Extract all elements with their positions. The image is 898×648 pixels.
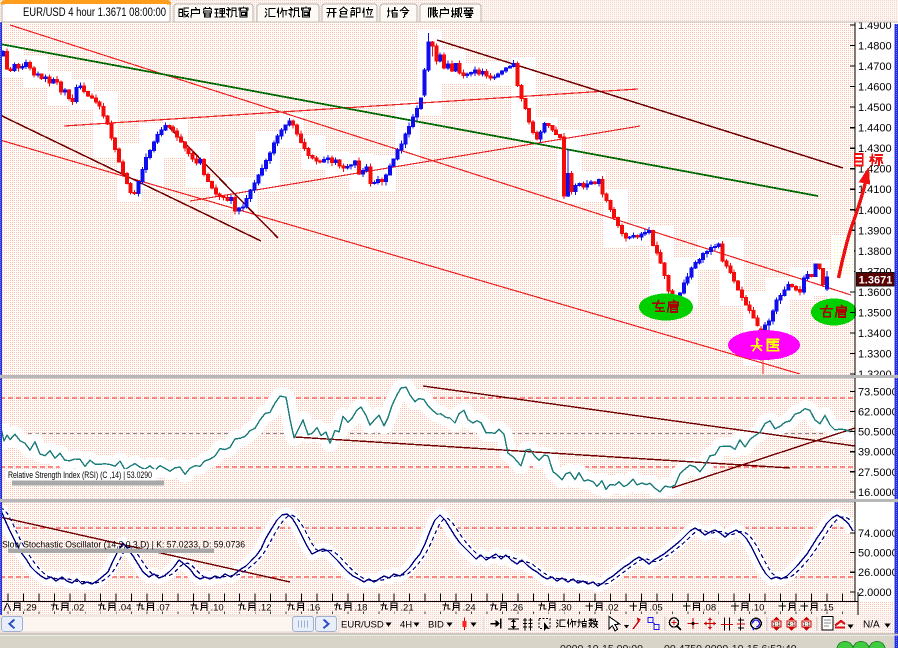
svg-text:62.0000: 62.0000 [858, 407, 898, 419]
svg-text:1:1: 1:1 [803, 622, 811, 628]
svg-text:.07: .07 [157, 603, 170, 614]
svg-text:1.3600: 1.3600 [858, 287, 892, 299]
svg-text:1.4000: 1.4000 [858, 205, 892, 217]
svg-text:.30: .30 [559, 603, 572, 614]
svg-text:.18: .18 [354, 603, 367, 614]
svg-text:1.4700: 1.4700 [858, 61, 892, 73]
svg-text:1.4100: 1.4100 [858, 184, 892, 196]
svg-text:1.4600: 1.4600 [858, 82, 892, 94]
svg-text:4H: 4H [400, 619, 412, 630]
svg-text:.12: .12 [258, 603, 271, 614]
svg-text:.16: .16 [307, 603, 320, 614]
svg-text:EUR/USD: EUR/USD [341, 619, 384, 630]
svg-text:74.0000: 74.0000 [858, 528, 898, 540]
svg-text:1.4800: 1.4800 [858, 41, 892, 53]
svg-text:.05: .05 [650, 603, 663, 614]
svg-text:27.5000: 27.5000 [858, 467, 898, 479]
svg-text:.26: .26 [510, 603, 523, 614]
svg-text:.: . [798, 603, 801, 614]
svg-text:N/A: N/A [863, 620, 880, 631]
svg-text:1.4300: 1.4300 [858, 143, 892, 155]
svg-text:.04: .04 [118, 603, 131, 614]
svg-text:50.0000: 50.0000 [858, 548, 898, 560]
svg-text:EUR/USD 4 hour 1.3671 08:00:00: EUR/USD 4 hour 1.3671 08:00:00 [23, 7, 166, 19]
svg-text:16.0000: 16.0000 [858, 487, 898, 499]
svg-text:.08: .08 [703, 603, 716, 614]
svg-text:.02: .02 [71, 603, 84, 614]
svg-text:.29: .29 [24, 603, 37, 614]
svg-text:0000-10-15 00:00: 0000-10-15 00:00 [560, 643, 643, 648]
svg-text:.02: .02 [606, 603, 619, 614]
svg-text:1.3400: 1.3400 [858, 328, 892, 340]
svg-text:.10: .10 [211, 603, 224, 614]
svg-text:00 4750 0000-10-15 6:52:40: 00 4750 0000-10-15 6:52:40 [664, 643, 797, 648]
svg-text:.24: .24 [463, 603, 476, 614]
svg-text:26.0000: 26.0000 [858, 567, 898, 579]
svg-text:1.3800: 1.3800 [858, 246, 892, 258]
svg-text:1.3300: 1.3300 [858, 349, 892, 361]
svg-text:1.4400: 1.4400 [858, 123, 892, 135]
svg-text:1:1: 1:1 [773, 622, 781, 628]
svg-text:.21: .21 [400, 603, 413, 614]
svg-text:1.4500: 1.4500 [858, 102, 892, 114]
svg-text:BID: BID [428, 619, 444, 630]
svg-text:39.0000: 39.0000 [858, 447, 898, 459]
svg-text:1.3900: 1.3900 [858, 225, 892, 237]
svg-text:1.3500: 1.3500 [858, 307, 892, 319]
svg-text:2.0000: 2.0000 [858, 587, 892, 599]
svg-text:Relative Strength Index (RSI): Relative Strength Index (RSI) (C ,14) | … [8, 470, 152, 480]
svg-text:50.5000: 50.5000 [858, 427, 898, 439]
svg-text:Slow Stochastic Oscillator (1: Slow Stochastic Oscillator (14,3,0,3,D) … [2, 540, 245, 550]
svg-text:4:1: 4:1 [788, 622, 796, 628]
svg-text:73.5000: 73.5000 [858, 386, 898, 398]
svg-text:1.4900: 1.4900 [858, 20, 892, 32]
svg-text:.10: .10 [751, 603, 764, 614]
svg-text:1.3671: 1.3671 [859, 274, 893, 286]
svg-text:.15: .15 [821, 603, 834, 614]
